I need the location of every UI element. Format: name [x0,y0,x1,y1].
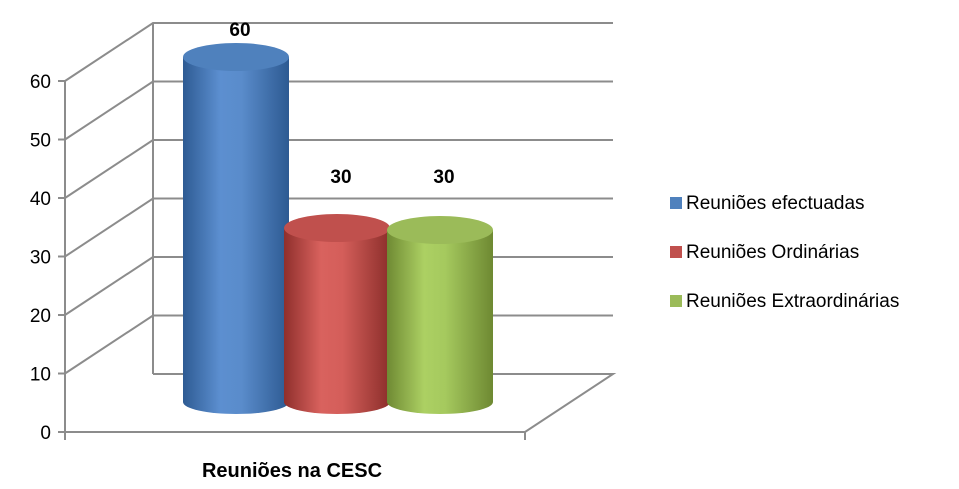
bar-body-3 [387,230,493,414]
x-axis-label: Reuniões na CESC [202,460,382,482]
legend-item-1: Reuniões efectuadas [670,193,865,214]
legend-swatch-3 [670,295,682,307]
bar-3 [387,216,493,414]
data-label-1: 60 [229,20,250,41]
data-label-2: 30 [330,167,351,188]
y-axis-ticks: 0 10 20 30 40 50 60 [30,72,51,444]
y-tick-label-40: 40 [30,189,51,210]
data-label-3: 30 [433,167,454,188]
bar-top-1 [183,43,289,71]
bar-top-2 [284,214,390,242]
legend-swatch-1 [670,197,682,209]
y-tick-label-30: 30 [30,248,51,269]
legend-item-3: Reuniões Extraordinárias [670,291,899,312]
gridline-60 [64,22,613,82]
bar-top-3 [387,216,493,244]
bar-2 [284,214,390,414]
legend: Reuniões efectuadas Reuniões Ordinárias Re… [670,193,899,312]
bar-body-2 [284,228,390,414]
bar-1 [183,43,289,414]
data-labels: 60 30 30 [229,20,454,188]
gridline-50 [64,80,613,141]
legend-item-2: Reuniões Ordinárias [670,242,859,263]
legend-label-1: Reuniões efectuadas [686,193,865,214]
y-tick-label-20: 20 [30,306,51,327]
y-tick-label-60: 60 [30,72,51,93]
legend-label-2: Reuniões Ordinárias [686,242,859,263]
legend-label-3: Reuniões Extraordinárias [686,291,899,312]
y-tick-label-0: 0 [40,423,51,444]
gridline-40 [64,139,613,199]
legend-swatch-2 [670,246,682,258]
gridline-30 [64,197,613,258]
bar-body-1 [183,57,289,414]
bars [183,43,493,414]
y-tick-label-10: 10 [30,365,51,386]
y-tick-label-50: 50 [30,131,51,152]
